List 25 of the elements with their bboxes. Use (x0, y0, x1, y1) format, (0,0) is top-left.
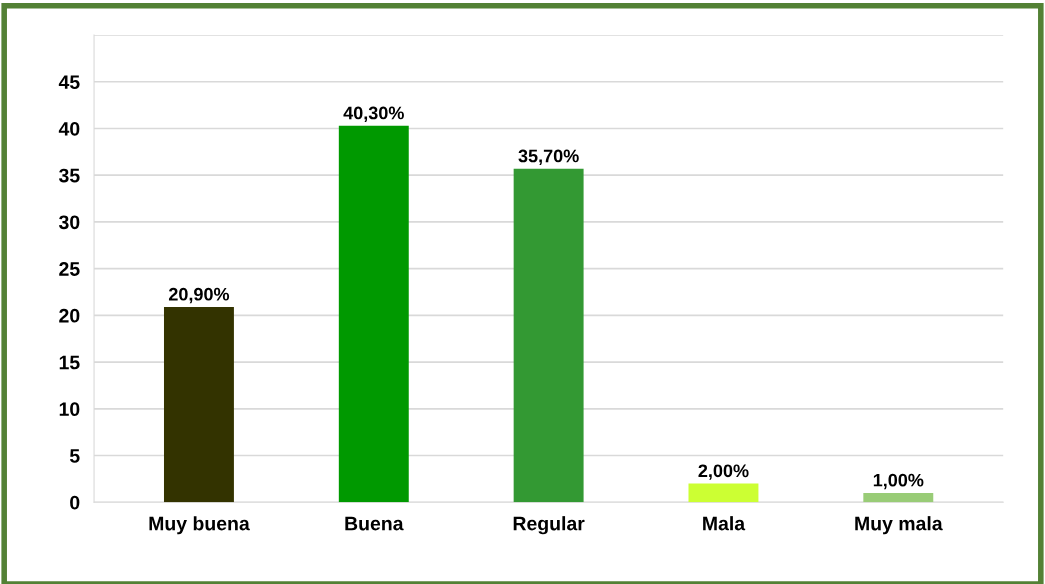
bar (688, 483, 759, 503)
y-tick-label: 40 (58, 121, 80, 136)
y-tick-label: 10 (59, 402, 80, 417)
y-tick-label: 30 (58, 215, 80, 230)
data-label: 35,70% (518, 149, 579, 165)
y-tick-label: 15 (59, 355, 80, 370)
y-tick-label: 25 (59, 262, 80, 276)
bar (338, 125, 409, 503)
x-tick-label: Regular (513, 516, 585, 535)
y-tick-label: 0 (70, 495, 80, 510)
data-label: 2,00% (698, 464, 749, 480)
x-tick-label: Muy buena (149, 516, 250, 535)
bar (163, 306, 234, 503)
bar (513, 168, 584, 503)
y-tick-label: 5 (69, 449, 80, 463)
y-tick-label: 35 (58, 168, 80, 183)
data-label: 40,30% (343, 106, 404, 122)
data-label: 1,00% (873, 473, 924, 490)
data-label: 20,90% (168, 287, 230, 304)
y-tick-label: 20 (59, 308, 80, 323)
x-tick-label: Buena (345, 516, 404, 531)
y-tick-label: 45 (58, 75, 80, 89)
bar (863, 492, 934, 503)
x-tick-label: Muy mala (855, 516, 943, 535)
x-tick-label: Mala (703, 516, 746, 531)
